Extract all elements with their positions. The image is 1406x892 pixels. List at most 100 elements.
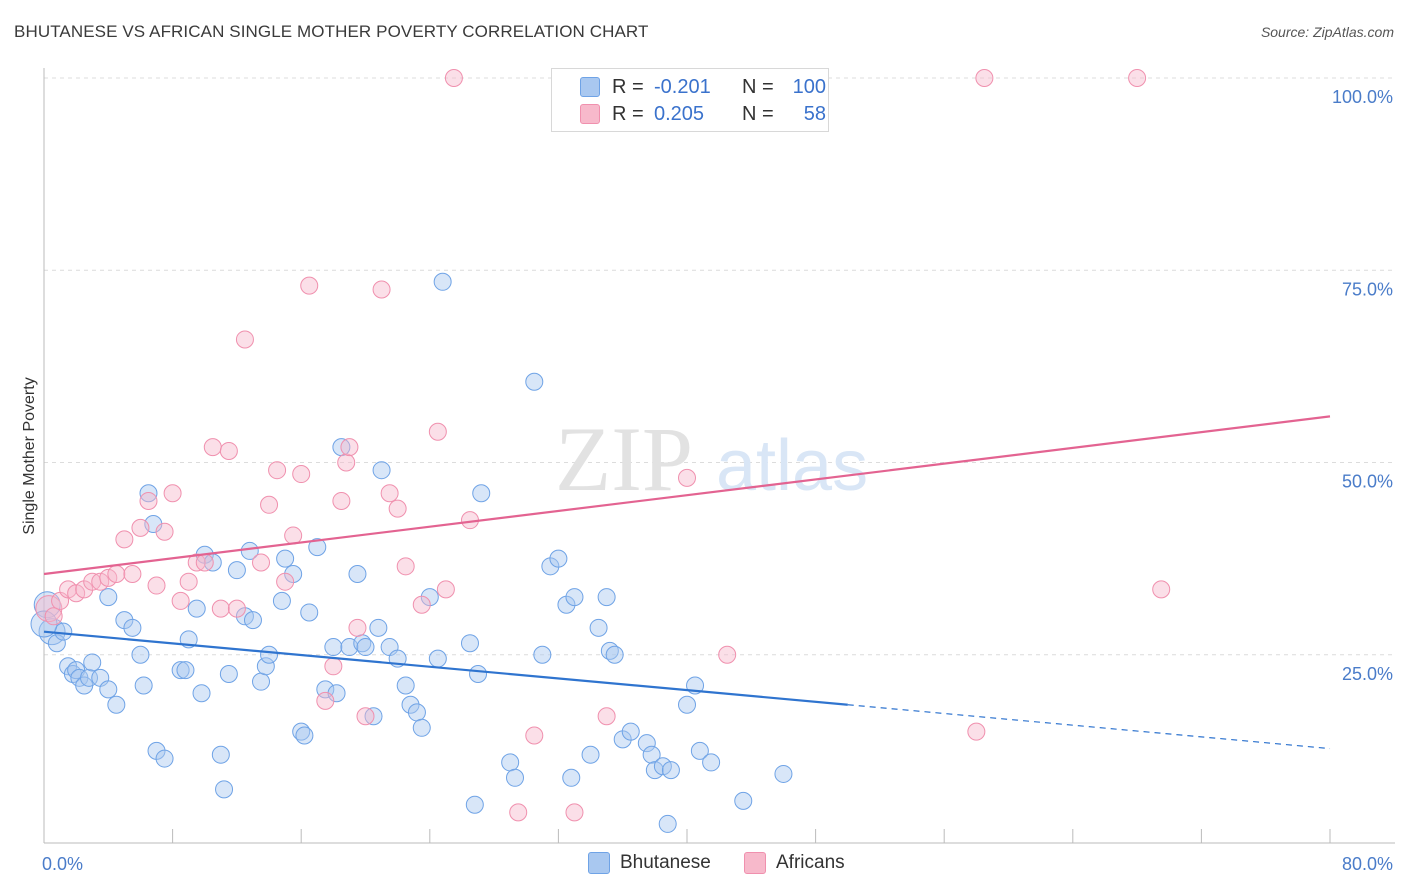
data-point	[203, 438, 222, 457]
data-point	[272, 591, 291, 610]
bottom-legend-swatch-bhutanese	[588, 852, 610, 874]
source-label: Source: ZipAtlas.com	[1260, 24, 1394, 40]
data-point	[276, 549, 295, 568]
data-point	[134, 676, 153, 695]
data-point	[396, 557, 415, 576]
data-point	[562, 768, 581, 787]
data-point	[967, 722, 986, 741]
data-point	[332, 491, 351, 510]
data-point	[621, 722, 640, 741]
data-point	[702, 753, 721, 772]
data-point	[123, 618, 142, 637]
data-point	[131, 645, 150, 664]
data-point	[176, 661, 195, 680]
data-point	[99, 680, 118, 699]
y-tick-label: 75.0%	[1342, 279, 1393, 299]
data-point	[260, 495, 279, 514]
series-bhutanese-points	[30, 272, 793, 833]
data-point	[356, 638, 375, 657]
chart-title: BHUTANESE VS AFRICAN SINGLE MOTHER POVER…	[14, 22, 649, 41]
data-point	[252, 553, 271, 572]
x-tick-label: 0.0%	[42, 854, 83, 874]
data-point	[215, 780, 234, 799]
data-point	[734, 791, 753, 810]
legend-n-label: N =	[742, 75, 774, 98]
data-point	[147, 576, 166, 595]
data-point	[300, 276, 319, 295]
legend-row-africans: R = 0.205 N = 58	[552, 101, 826, 127]
data-point	[179, 572, 198, 591]
data-point	[211, 599, 230, 618]
data-point	[369, 618, 388, 637]
data-point	[774, 764, 793, 783]
data-point	[300, 603, 319, 622]
data-point	[252, 672, 271, 691]
data-point	[597, 707, 616, 726]
legend-swatch-africans	[580, 104, 600, 124]
data-point	[276, 572, 295, 591]
trend-line-extension	[847, 704, 1331, 750]
data-point	[372, 280, 391, 299]
data-point	[235, 330, 254, 349]
data-point	[1128, 69, 1147, 87]
trend-line	[43, 630, 848, 706]
data-point	[444, 69, 463, 87]
legend-r-label: R =	[612, 75, 644, 98]
data-point	[256, 657, 275, 676]
y-tick-label: 25.0%	[1342, 664, 1393, 684]
data-point	[356, 707, 375, 726]
data-point	[47, 634, 66, 653]
y-tick-label: 50.0%	[1342, 472, 1393, 492]
bottom-legend-bhutanese: Bhutanese	[588, 852, 711, 874]
data-point	[678, 468, 696, 487]
data-point	[407, 703, 426, 722]
watermark-atlas: atlas	[716, 426, 868, 506]
data-point	[380, 484, 399, 503]
data-point	[340, 438, 359, 457]
data-point	[718, 645, 737, 664]
data-point	[337, 453, 356, 472]
legend-r-value: -0.201	[654, 75, 711, 98]
data-point	[284, 526, 303, 545]
data-point	[678, 695, 696, 714]
data-point	[581, 745, 600, 764]
data-point	[107, 565, 126, 584]
data-point	[187, 599, 206, 618]
y-axis-label: Single Mother Poverty	[21, 377, 38, 534]
data-point	[83, 653, 102, 672]
data-point	[348, 565, 367, 584]
data-point	[35, 595, 63, 623]
series-africans-points	[35, 69, 1171, 822]
data-point	[396, 676, 415, 695]
data-point	[1152, 580, 1171, 599]
data-point	[195, 553, 214, 572]
data-point	[401, 695, 420, 714]
data-point	[533, 645, 552, 664]
data-point	[460, 634, 479, 653]
data-point	[163, 484, 182, 503]
data-point	[472, 484, 491, 503]
data-point	[436, 580, 455, 599]
data-point	[637, 734, 656, 753]
bottom-legend-label-bhutanese: Bhutanese	[620, 852, 711, 873]
data-point	[155, 749, 174, 768]
data-point	[139, 491, 158, 510]
data-point	[525, 372, 544, 391]
data-point	[661, 761, 680, 780]
data-point	[348, 618, 367, 637]
axes	[43, 68, 1395, 844]
data-point	[549, 549, 568, 568]
data-point	[525, 726, 544, 745]
data-point	[975, 69, 994, 87]
data-point	[433, 272, 452, 291]
y-tick-labels: 100.0% 75.0% 50.0% 25.0%	[1332, 87, 1393, 684]
data-point	[295, 726, 314, 745]
bottom-legend-swatch-africans	[744, 852, 766, 874]
data-point	[589, 618, 608, 637]
data-point	[690, 741, 709, 760]
y-tick-label: 100.0%	[1332, 87, 1393, 107]
legend: R = -0.201 N = 100 R = 0.205 N = 58	[551, 68, 829, 132]
data-point	[324, 638, 343, 657]
data-point	[44, 607, 63, 626]
data-point	[642, 745, 661, 764]
